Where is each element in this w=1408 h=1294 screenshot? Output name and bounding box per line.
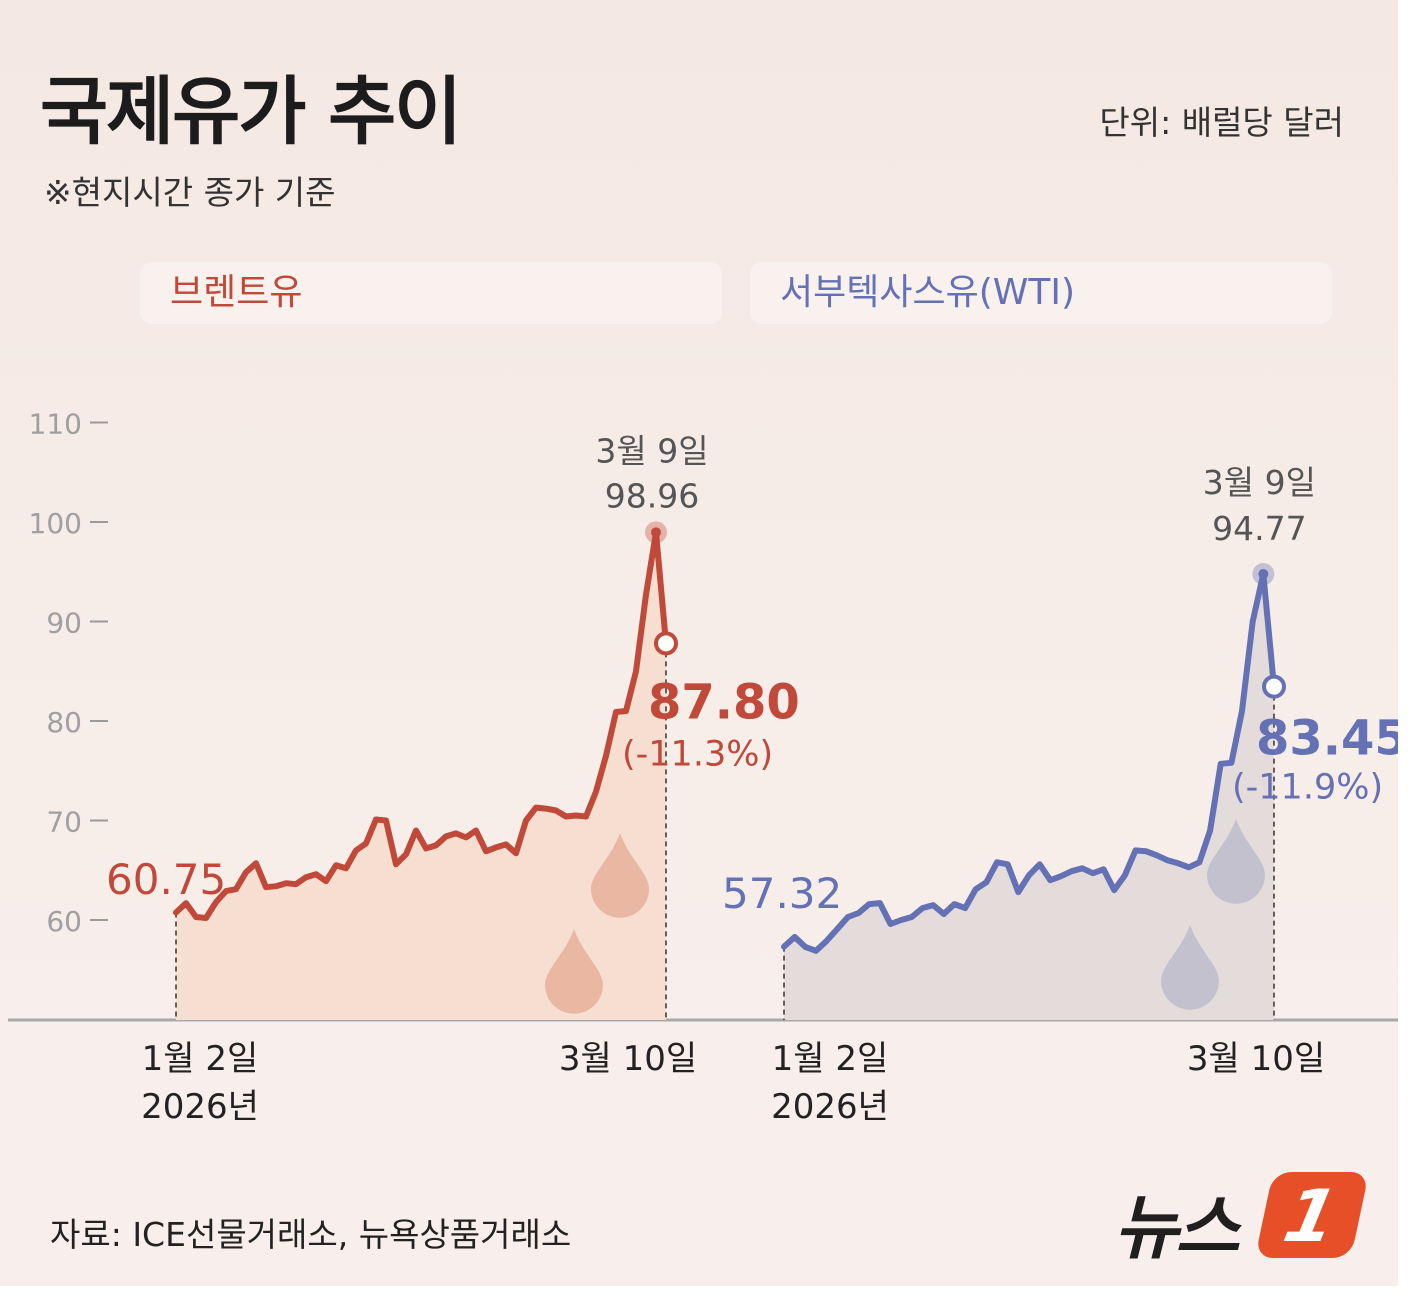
y-tick-label: 90	[46, 607, 82, 640]
logo-badge-number: 1	[1276, 1174, 1345, 1258]
series-area-0	[176, 532, 666, 1020]
last-value-marker	[654, 631, 678, 656]
x-tick-year-label: 2026년	[141, 1087, 259, 1127]
source-text: 자료: ICE선물거래소, 뉴욕상품거래소	[50, 1215, 572, 1254]
peak-date-label: 3월 9일	[595, 431, 708, 470]
start-value-label: 57.32	[722, 869, 842, 918]
y-tick-label: 60	[46, 905, 82, 938]
x-tick-year-label: 2026년	[771, 1087, 889, 1127]
oil-drop-icon	[1207, 819, 1265, 904]
series-line-1	[781, 571, 1277, 954]
logo-badge: 1	[1254, 1172, 1370, 1258]
oil-drop-icon	[1161, 925, 1219, 1010]
series-area-1	[784, 574, 1274, 1020]
page-title: 국제유가 추이	[40, 69, 462, 155]
oil-drop-icon	[545, 929, 603, 1014]
peak-marker	[651, 527, 661, 538]
last-value-marker	[1262, 674, 1286, 699]
y-tick-label: 70	[46, 806, 82, 839]
peak-date-label: 3월 9일	[1203, 463, 1316, 502]
brent-panel-label: 브렌트유	[140, 262, 722, 324]
x-tick-label: 1월 2일	[142, 1039, 259, 1079]
x-tick-label: 3월 10일	[559, 1039, 697, 1079]
peak-value-label: 94.77	[1212, 509, 1306, 548]
unit-label: 단위: 배럴당 달러	[1099, 103, 1344, 142]
x-tick-label: 3월 10일	[1187, 1039, 1325, 1079]
oil-price-chart: 60 70 80 90 100 110 3월 9일 98.96 60.75 87.80(-11.3…	[8, 408, 1398, 1127]
news1-logo: 뉴스 1	[1114, 1168, 1374, 1269]
last-value-label: 87.80	[648, 674, 800, 730]
x-tick-label: 1월 2일	[772, 1039, 889, 1079]
subtitle-note: ※현지시간 종가 기준	[44, 173, 336, 212]
wti-panel-label: 서부텍사스유(WTI)	[750, 262, 1332, 324]
y-tick-label: 80	[46, 706, 82, 739]
y-tick-label: 100	[29, 507, 82, 540]
oil-drop-icon	[591, 833, 649, 918]
last-change-label: (-11.3%)	[622, 734, 773, 774]
y-tick-label: 110	[29, 408, 82, 441]
logo-text: 뉴스	[1114, 1187, 1240, 1269]
peak-value-label: 98.96	[605, 476, 699, 515]
start-value-label: 60.75	[106, 855, 226, 904]
last-value-label: 83.45	[1256, 711, 1398, 767]
peak-marker	[1258, 569, 1269, 580]
last-change-label: (-11.9%)	[1232, 768, 1383, 808]
series-line-0	[173, 529, 669, 921]
